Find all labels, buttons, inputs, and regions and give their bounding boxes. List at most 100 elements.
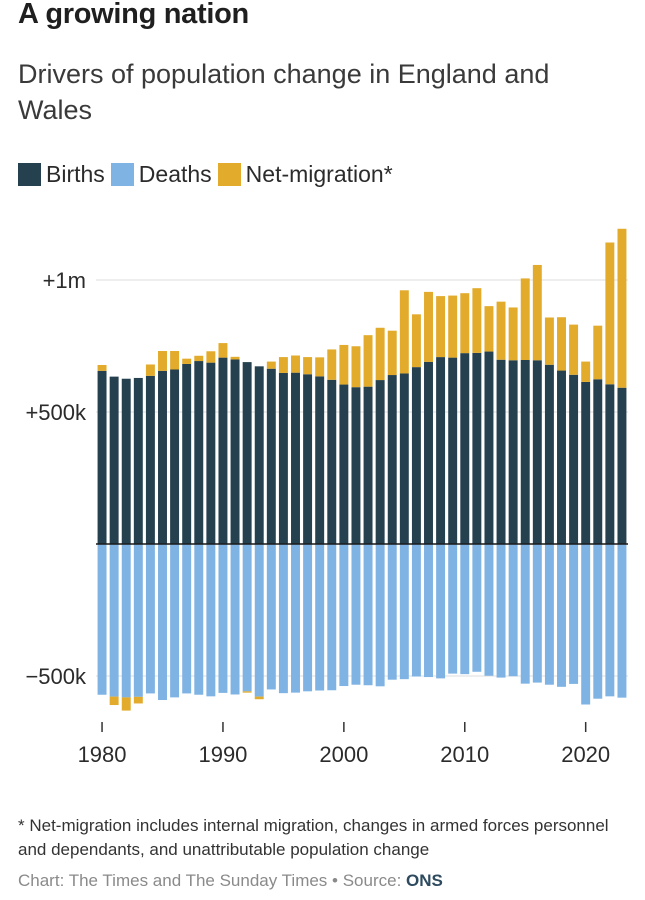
bar-net-migration — [460, 293, 470, 354]
x-tick-label: 1980 — [78, 742, 127, 767]
bar-deaths — [109, 544, 119, 697]
bar-deaths — [351, 544, 361, 685]
legend-label-net-migration: Net-migration* — [245, 161, 393, 187]
bar-births — [315, 376, 325, 544]
bar-net-migration — [375, 327, 385, 381]
legend: Births Deaths Net-migration* — [18, 161, 399, 188]
bar-net-migration — [133, 696, 143, 704]
bar-births — [339, 384, 349, 544]
bar-deaths — [617, 544, 627, 698]
bar-deaths — [218, 544, 228, 693]
bar-births — [617, 387, 627, 544]
bar-net-migration — [593, 325, 603, 380]
bar-births — [218, 357, 228, 544]
bar-deaths — [278, 544, 288, 694]
chart-subtitle: Drivers of population change in England … — [18, 59, 550, 125]
bar-net-migration — [520, 278, 530, 360]
bar-deaths — [508, 544, 518, 677]
bar-deaths — [327, 544, 337, 691]
bar-births — [230, 359, 240, 544]
bar-net-migration — [158, 351, 167, 371]
bar-net-migration — [557, 317, 566, 371]
bar-deaths — [411, 544, 421, 677]
source-link[interactable]: ONS — [406, 871, 443, 890]
bar-births — [448, 357, 458, 544]
bar-births — [109, 376, 119, 544]
bar-births — [278, 372, 288, 544]
bar-births — [520, 359, 530, 544]
bar-births — [303, 374, 313, 544]
bar-net-migration — [182, 358, 192, 364]
bar-births — [387, 375, 397, 544]
bar-net-migration — [266, 361, 276, 369]
bar-net-migration — [569, 324, 579, 375]
bar-deaths — [605, 544, 615, 697]
y-tick-label: +500k — [25, 400, 87, 425]
bar-net-migration — [387, 330, 397, 376]
bar-deaths — [194, 544, 204, 695]
bar-deaths — [266, 544, 276, 690]
bar-deaths — [254, 544, 264, 697]
bar-deaths — [170, 544, 180, 698]
bar-net-migration — [617, 228, 627, 388]
bar-net-migration — [170, 351, 180, 370]
x-tick-label: 1990 — [198, 742, 247, 767]
credit-line: Chart: The Times and The Sunday Times • … — [18, 871, 443, 891]
bar-deaths — [230, 544, 240, 695]
bar-deaths — [496, 544, 506, 678]
bar-net-migration — [194, 355, 204, 362]
bar-net-migration — [242, 691, 252, 693]
bar-births — [170, 369, 180, 544]
bar-net-migration — [97, 365, 107, 371]
bar-deaths — [399, 544, 409, 680]
bar-net-migration — [363, 335, 373, 387]
bar-births — [182, 363, 192, 544]
bar-births — [508, 360, 518, 544]
bar-deaths — [593, 544, 603, 699]
bar-deaths — [472, 544, 482, 672]
y-tick-label: +1m — [43, 268, 86, 293]
bar-net-migration — [278, 357, 288, 373]
bar-net-migration — [581, 361, 591, 382]
legend-item-births: Births — [18, 161, 105, 188]
bar-deaths — [315, 544, 325, 691]
bar-births — [581, 381, 591, 544]
legend-swatch-births — [18, 163, 41, 186]
bar-births — [145, 375, 155, 544]
bar-net-migration — [254, 696, 264, 700]
bar-births — [351, 387, 361, 544]
bar-net-migration — [399, 290, 409, 374]
bar-net-migration — [339, 344, 349, 385]
bar-births — [496, 359, 506, 544]
bar-deaths — [303, 544, 313, 692]
bar-net-migration — [327, 349, 337, 380]
bar-births — [97, 370, 107, 544]
bar-deaths — [460, 544, 470, 675]
bar-net-migration — [508, 307, 518, 361]
bar-births — [375, 380, 385, 544]
bar-births — [484, 351, 494, 544]
bar-net-migration — [145, 364, 155, 376]
bar-net-migration — [532, 264, 542, 361]
bar-births — [242, 362, 252, 544]
bar-births — [133, 377, 143, 544]
bar-deaths — [544, 544, 554, 685]
credit-prefix: Chart: The Times and The Sunday Times • … — [18, 871, 407, 890]
bar-births — [254, 366, 264, 544]
bar-deaths — [387, 544, 397, 680]
bar-net-migration — [206, 351, 216, 363]
bar-deaths — [121, 544, 131, 698]
population-chart: +1m +500k −500k 1980 1990 2000 2010 2020 — [25, 228, 628, 767]
bar-deaths — [145, 544, 155, 694]
bar-births — [569, 374, 579, 544]
bar-births — [460, 353, 470, 544]
bar-deaths — [581, 544, 591, 705]
bar-deaths — [436, 544, 446, 679]
legend-item-deaths: Deaths — [110, 161, 212, 188]
bar-net-migration — [544, 317, 554, 365]
bar-births — [121, 378, 131, 544]
y-tick-label: −500k — [25, 664, 87, 689]
legend-swatch-net-migration — [217, 163, 241, 186]
bar-births — [472, 352, 482, 544]
chart-title: A growing nation — [18, 0, 249, 30]
